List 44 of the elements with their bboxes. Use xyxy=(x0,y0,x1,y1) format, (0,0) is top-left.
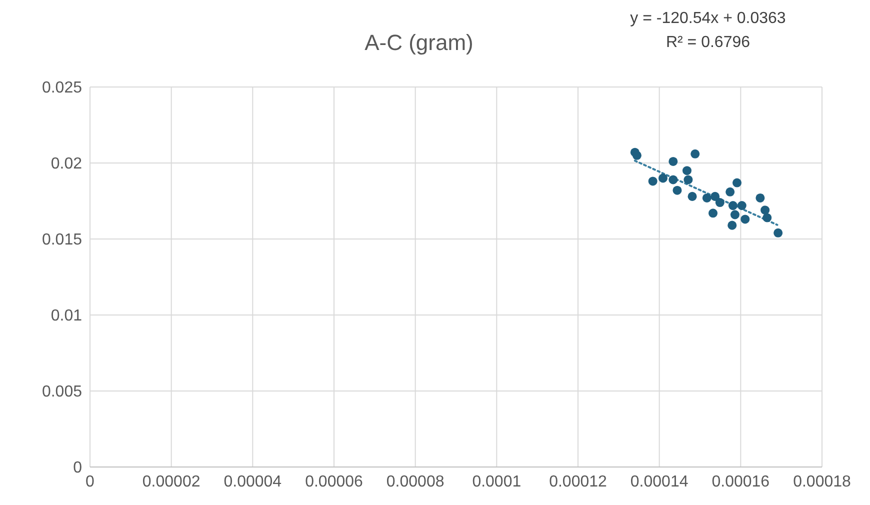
point xyxy=(715,198,724,208)
point xyxy=(756,193,765,202)
point xyxy=(684,175,693,184)
x-tick-label: 0.00012 xyxy=(549,473,608,490)
point xyxy=(668,156,678,166)
point xyxy=(760,206,770,215)
x-tick-label: 0.00002 xyxy=(142,473,200,490)
point xyxy=(632,150,642,160)
x-tick-label: 0 xyxy=(86,473,95,490)
point xyxy=(682,166,692,176)
point xyxy=(702,193,712,202)
point xyxy=(648,176,658,186)
point xyxy=(658,174,668,183)
y-tick-label: 0.01 xyxy=(50,308,82,325)
point xyxy=(688,192,697,201)
point xyxy=(710,192,720,201)
point xyxy=(708,208,718,218)
x-tick-label: 0.00016 xyxy=(712,473,770,490)
x-tick-label: 0.00018 xyxy=(793,473,852,490)
text: y = -120.54x + 0.0363 xyxy=(629,10,787,28)
y-tick-label: 0.015 xyxy=(42,232,82,249)
point xyxy=(668,175,678,184)
x-tick-label: 0.00014 xyxy=(630,473,688,490)
y-tick-label: 0 xyxy=(73,460,82,477)
point xyxy=(690,149,700,158)
chart-title: A-C (gram) xyxy=(364,30,474,55)
x-tick-label: 0.00008 xyxy=(386,473,444,490)
point xyxy=(672,186,682,195)
point xyxy=(728,201,738,210)
y-tick-label: 0.005 xyxy=(42,384,82,401)
point xyxy=(732,178,742,188)
x-tick-label: 0.00004 xyxy=(224,473,282,490)
point xyxy=(774,228,783,238)
point xyxy=(737,201,746,210)
point xyxy=(762,213,772,222)
point xyxy=(726,187,735,196)
text: R² = 0.6796 xyxy=(664,34,752,52)
y-tick-label: 0.025 xyxy=(42,80,82,97)
point xyxy=(740,214,750,224)
point xyxy=(728,220,737,230)
y-tick-label: 0.02 xyxy=(50,156,82,173)
x-tick-label: 0.0001 xyxy=(472,473,522,490)
x-tick-label: 0.00006 xyxy=(305,473,364,490)
point xyxy=(730,210,740,220)
